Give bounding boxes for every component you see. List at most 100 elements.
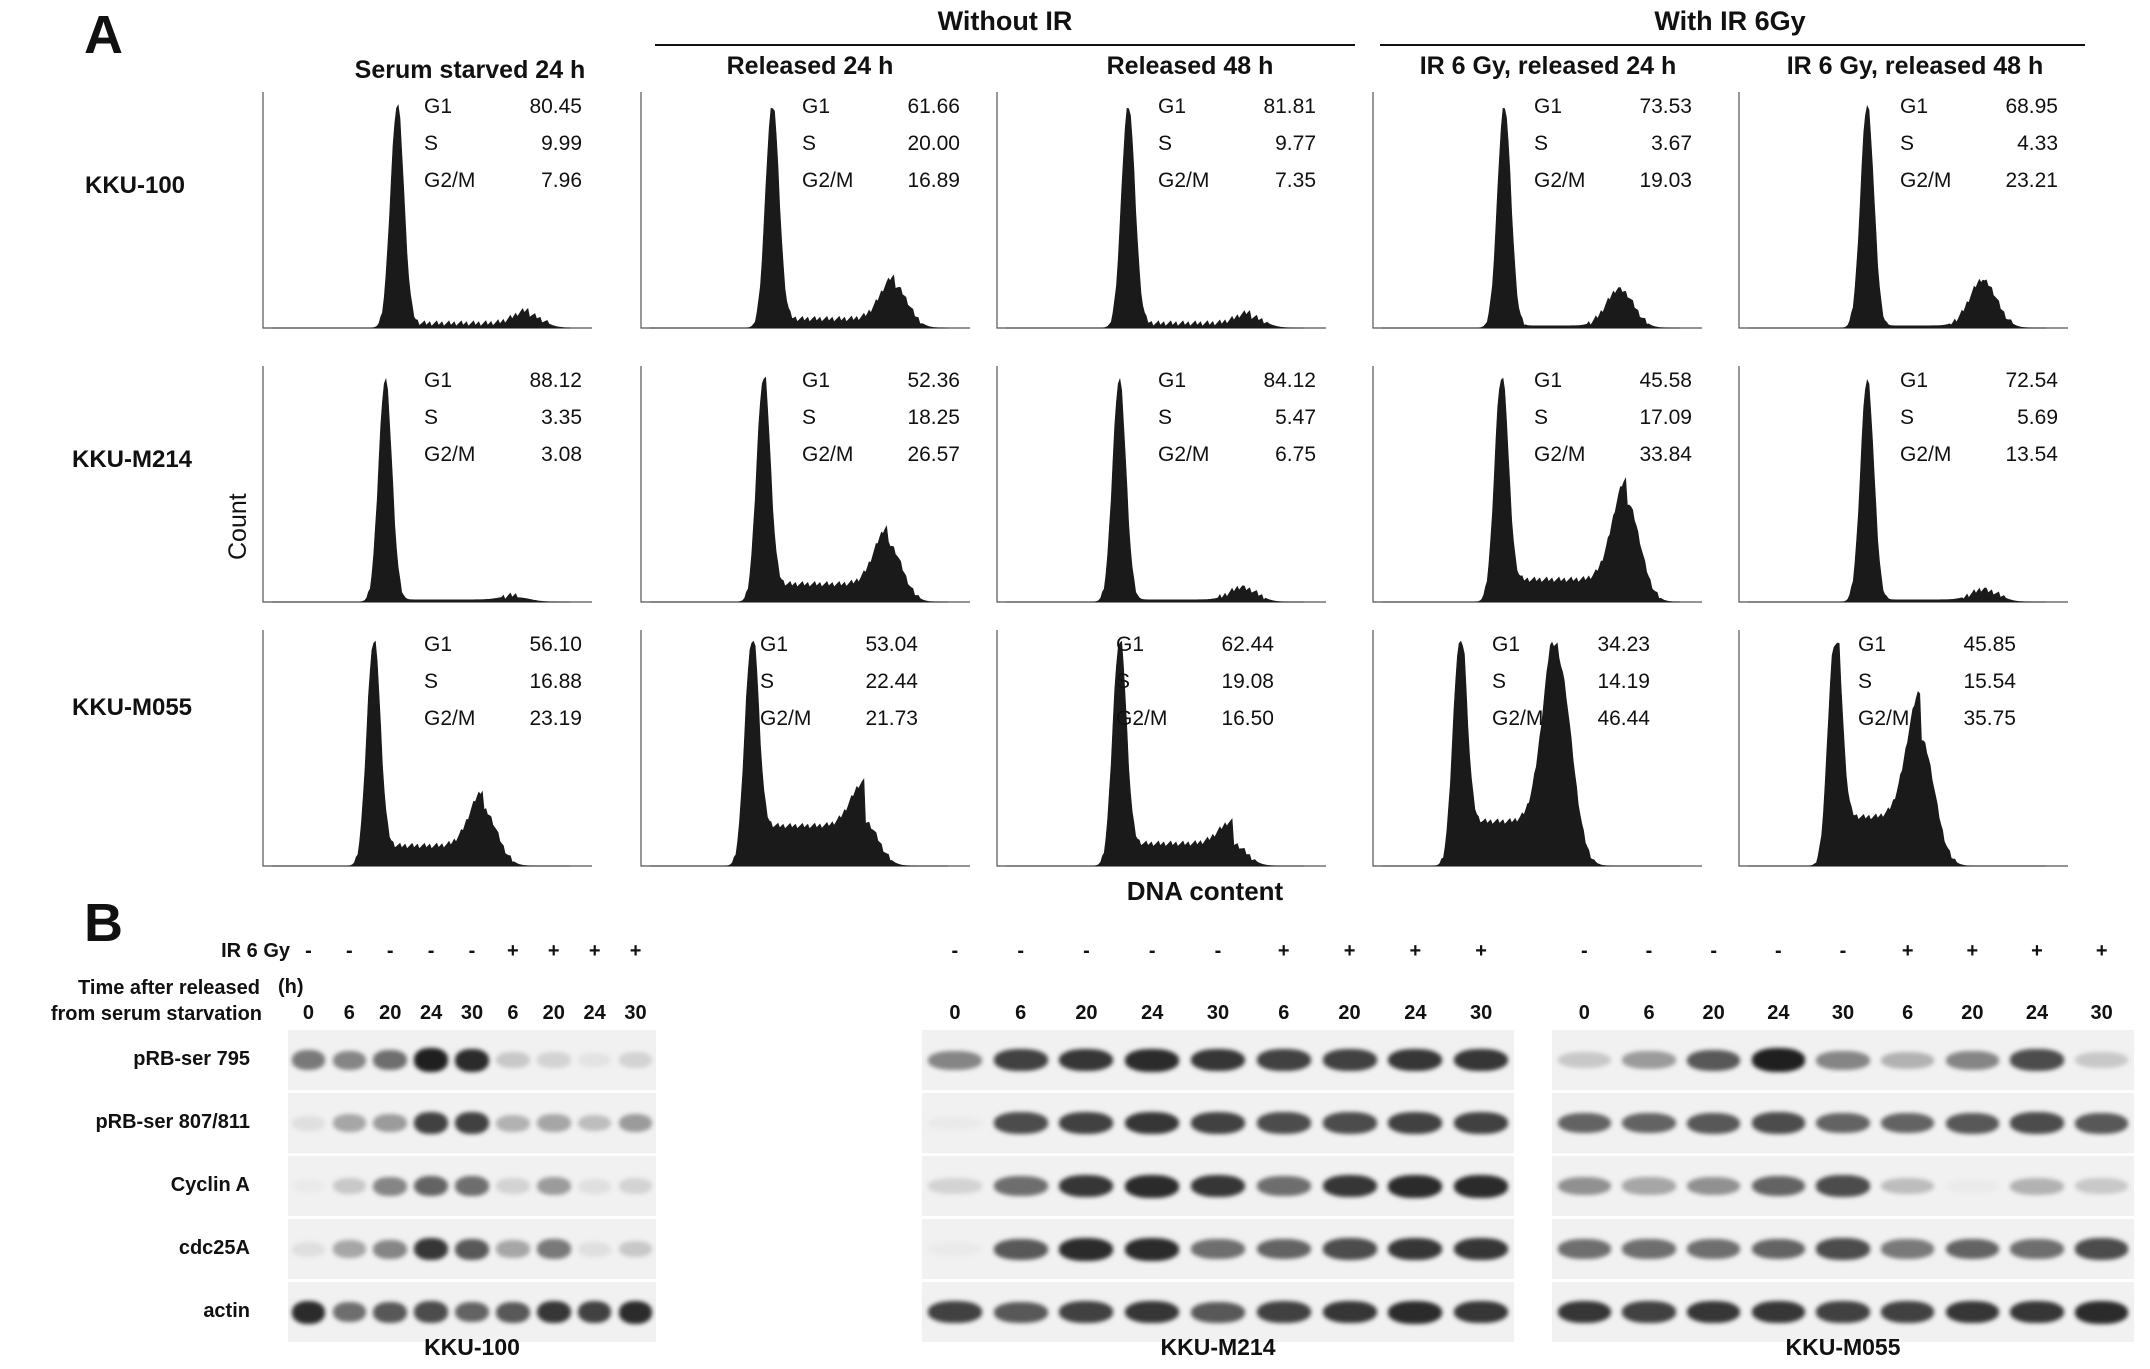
ir-sign: -: [1214, 940, 1222, 962]
phase-value: 45.58: [1639, 369, 1692, 392]
blot-band: [537, 1239, 571, 1259]
blot-band: [1751, 1175, 1805, 1197]
time-point: 6: [1278, 1002, 1290, 1024]
blot-band: [1687, 1176, 1741, 1196]
phase-value: 34.23: [1597, 633, 1650, 656]
blot-band: [577, 1114, 612, 1132]
blot-band: [1388, 1300, 1443, 1324]
histogram-distribution: [1748, 642, 2046, 867]
histogram-svg: [1372, 366, 1702, 603]
histogram-distribution: [650, 640, 948, 867]
blot-band: [373, 1239, 407, 1259]
blot-band: [1816, 1238, 1870, 1260]
time-point: 30: [1469, 1002, 1493, 1024]
blot-band: [1945, 1050, 1999, 1070]
blot-band: [1816, 1112, 1870, 1134]
blot-band: [1454, 1300, 1509, 1324]
blot-band: [1687, 1112, 1741, 1134]
ir-sign: -: [468, 940, 476, 962]
group-with-ir: With IR 6Gy: [1654, 6, 1806, 36]
phase-stats: G1 84.12 S 5.47 G2/M 6.75: [1158, 362, 1316, 473]
phase-label: G1: [1534, 369, 1563, 392]
blot-band: [496, 1052, 530, 1068]
histogram-distribution: [272, 104, 571, 329]
phase-value: 45.85: [1963, 633, 2016, 656]
blot-band: [1454, 1237, 1509, 1261]
protein-label: actin: [203, 1300, 250, 1322]
histogram-svg: [1738, 366, 2068, 603]
phase-row: S 20.00: [802, 125, 960, 162]
phase-value: 5.47: [1275, 406, 1316, 429]
phase-label: G1: [424, 95, 453, 118]
blot-band: [927, 1178, 982, 1194]
phase-row: G1 80.45: [424, 88, 582, 125]
phase-label: S: [424, 406, 439, 429]
blot-band: [577, 1052, 612, 1068]
time-point: 24: [1767, 1002, 1790, 1024]
blot-band: [1557, 1176, 1611, 1196]
phase-label: G1: [424, 369, 453, 392]
blot-band: [1557, 1052, 1611, 1068]
histogram-plot: [640, 630, 978, 878]
histogram-plot: [1738, 366, 2076, 614]
phase-label: G1: [1534, 95, 1563, 118]
phase-row: G2/M 23.21: [1900, 162, 2058, 199]
ir-sign: +: [507, 940, 519, 962]
phase-value: 15.54: [1963, 670, 2016, 693]
histogram-plot: [262, 366, 600, 614]
ir-sign: +: [1966, 940, 1979, 962]
blot-band: [1751, 1300, 1805, 1324]
histogram-svg: [996, 92, 1326, 329]
time-point: 0: [302, 1002, 314, 1024]
time-point: 20: [1702, 1002, 1725, 1024]
phase-value: 16.88: [529, 670, 582, 693]
phase-label: S: [802, 132, 817, 155]
protein-label: pRB-ser 807/811: [95, 1111, 250, 1133]
phase-stats: G1 45.85 S 15.54 G2/M 35.75: [1858, 626, 2016, 737]
blot-band: [1059, 1112, 1114, 1134]
row-label: KKU-100: [85, 172, 186, 199]
blot-band: [1191, 1048, 1245, 1072]
phase-value: 61.66: [907, 95, 960, 118]
time-point: 24: [583, 1002, 606, 1024]
phase-value: 68.95: [2005, 95, 2058, 118]
histogram-distribution: [1382, 640, 1680, 867]
blot-band: [618, 1114, 653, 1132]
blot-band: [1751, 1048, 1805, 1072]
time-point: 6: [507, 1002, 519, 1024]
blot-band: [414, 1301, 448, 1323]
phase-value: 19.08: [1221, 670, 1274, 693]
phase-label: S: [1158, 132, 1173, 155]
ir-sign: -: [305, 940, 312, 962]
blot-band: [2075, 1112, 2129, 1134]
phase-label: G2/M: [424, 443, 476, 466]
blot-band: [1622, 1301, 1676, 1323]
blot-band: [618, 1241, 653, 1257]
phase-row: S 15.54: [1858, 663, 2016, 700]
phase-stats: G1 34.23 S 14.19 G2/M 46.44: [1492, 626, 1650, 737]
blot-band: [1125, 1237, 1180, 1261]
ir-sign: -: [1839, 940, 1847, 962]
blot-band: [1454, 1112, 1509, 1134]
blot-band: [927, 1241, 982, 1257]
phase-label: S: [424, 132, 439, 155]
blot-band: [1256, 1238, 1311, 1260]
phase-row: G1 45.58: [1534, 362, 1692, 399]
blot-band: [1322, 1112, 1377, 1134]
phase-row: G2/M 33.84: [1534, 436, 1692, 473]
blot-band: [1687, 1300, 1741, 1324]
phase-label: G2/M: [1900, 443, 1952, 466]
histogram-plot: [1738, 92, 2076, 340]
phase-row: G1 81.81: [1158, 88, 1316, 125]
time-point: 30: [1831, 1002, 1855, 1024]
blot-band: [537, 1052, 571, 1068]
blot-band: [2075, 1052, 2129, 1068]
histogram-distribution: [272, 640, 570, 867]
time-label-line2: from serum starvation: [50, 1003, 262, 1025]
blot-band: [373, 1301, 407, 1323]
blot-band: [1322, 1174, 1377, 1198]
phase-row: S 14.19: [1492, 663, 1650, 700]
histogram-svg: [640, 366, 970, 603]
blot-band: [537, 1177, 571, 1195]
blot-band: [455, 1112, 489, 1134]
